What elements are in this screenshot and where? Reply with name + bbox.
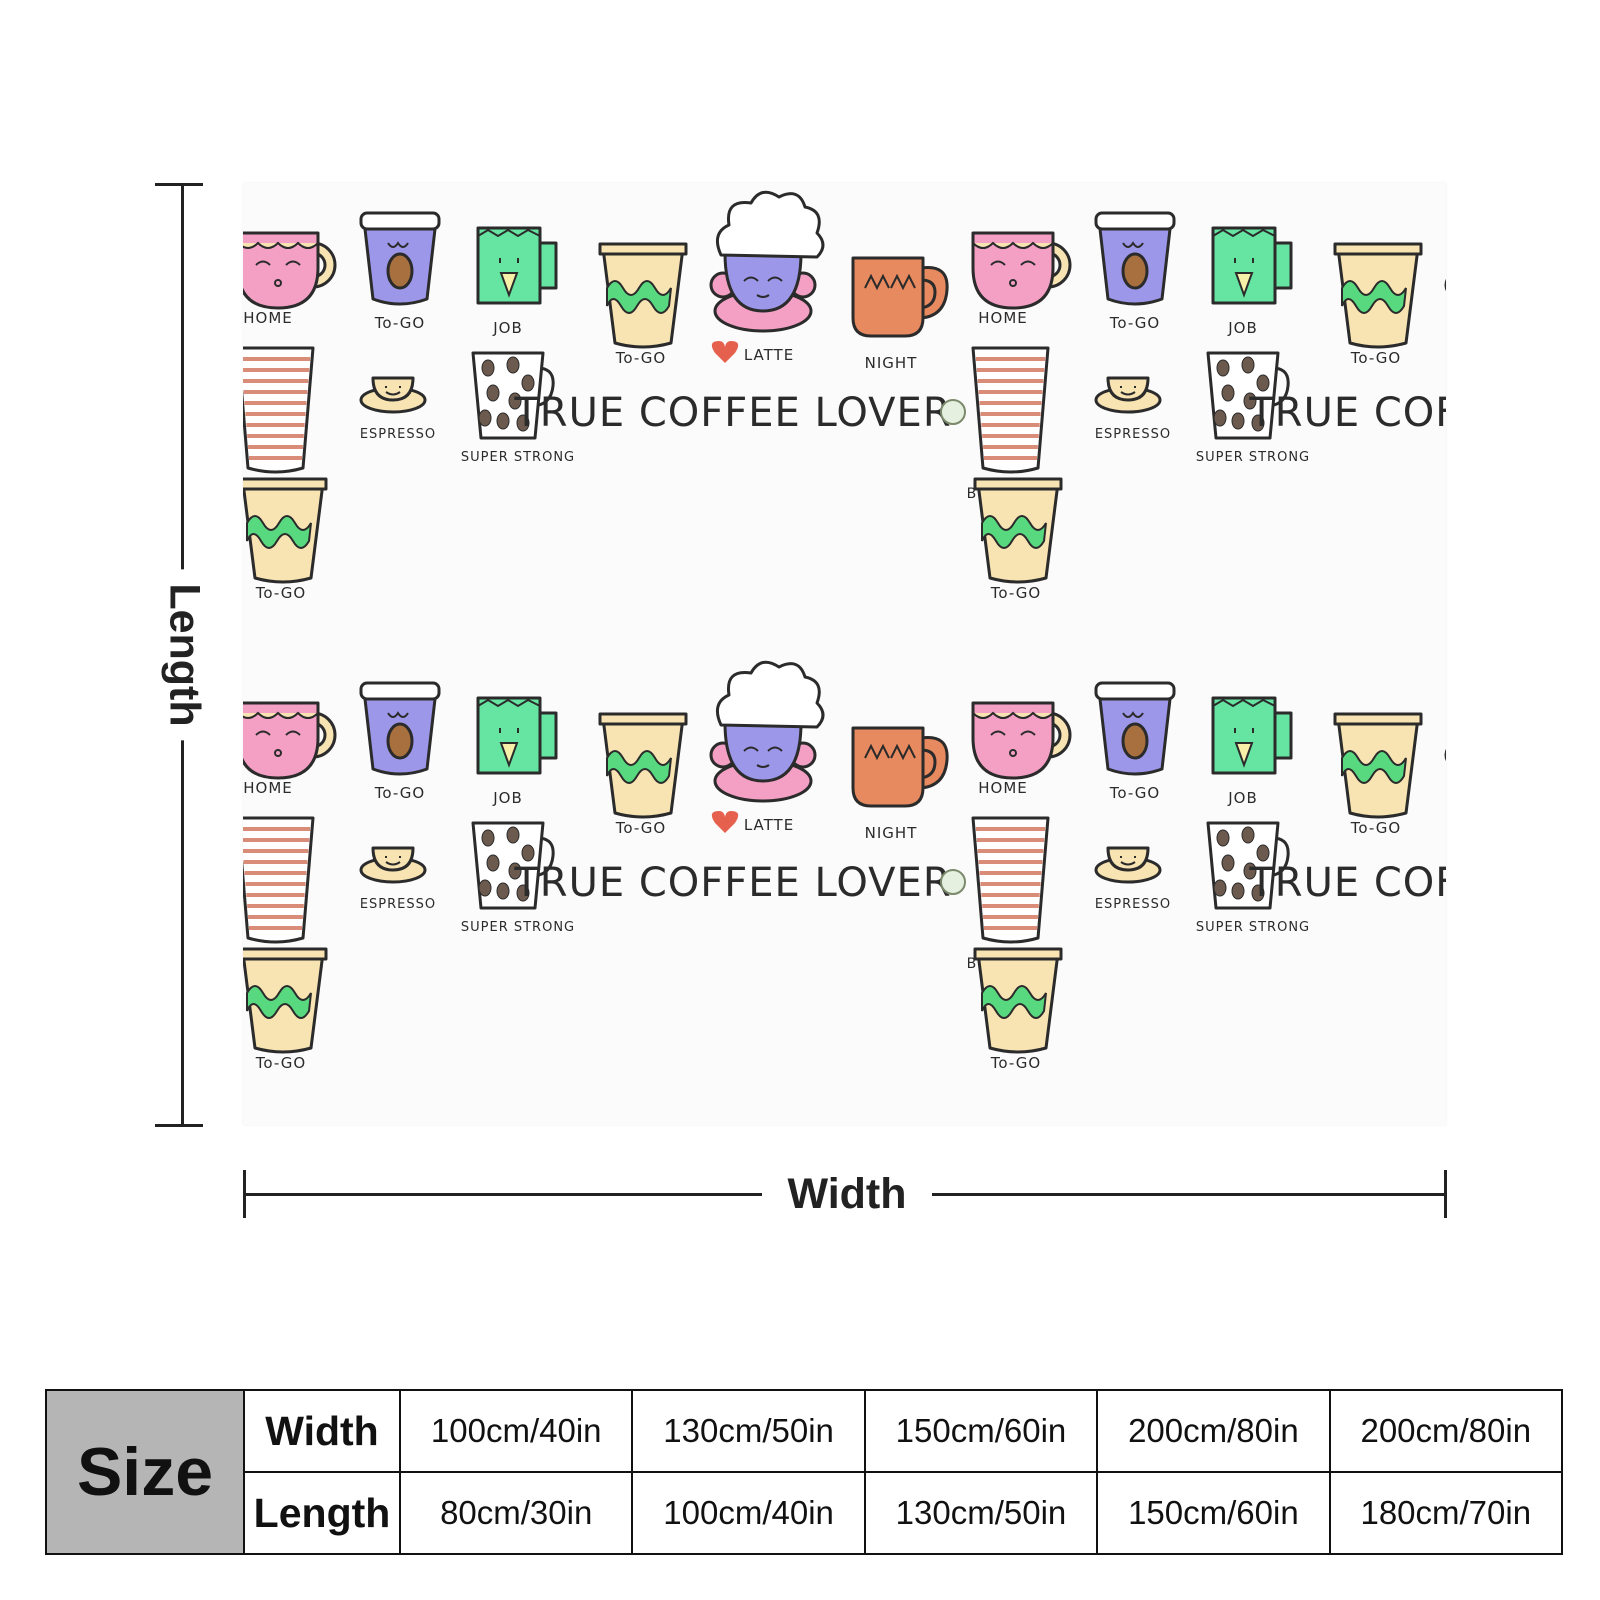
label-superstrong: SUPER STRONG [1196, 450, 1310, 465]
length-cell: 130cm/50in [863, 1471, 1099, 1555]
width-cell: 200cm/80in [1096, 1389, 1331, 1473]
width-row: Size Width 100cm/40in 130cm/50in 150cm/6… [45, 1389, 1564, 1555]
label-superstrong: SUPER STRONG [461, 450, 575, 465]
label-home: HOME [978, 779, 1028, 797]
label-togo: To-GO [1109, 314, 1160, 332]
length-row: Length 80cm/30in 100cm/40in 130cm/50in 1… [46, 1471, 1564, 1555]
label-job: JOB [1227, 319, 1258, 337]
label-night: NIGHT [865, 824, 918, 842]
length-bottom-tick [155, 1124, 203, 1127]
label-home: HOME [978, 309, 1028, 327]
label-espresso: ESPRESSO [360, 427, 436, 442]
size-header: Size [45, 1389, 245, 1555]
pattern-tile: HOMETo-GOJOBTo-GOLATTENIGHTBREAK-TIMEESP… [243, 190, 966, 502]
label-togo: To-GO [615, 349, 666, 367]
label-togo: To-GO [990, 584, 1041, 602]
width-cell: 100cm/40in [398, 1389, 634, 1473]
label-latte: LATTE [744, 346, 794, 364]
pattern-tile: HOMETo-GOJOBTo-GOLATTENIGHTBREAK-TIMEESP… [967, 211, 1446, 502]
length-cell: 180cm/70in [1328, 1471, 1564, 1555]
width-cell: 150cm/60in [863, 1389, 1099, 1473]
label-title: TRUE COFFEE LOVER [1248, 390, 1446, 436]
size-table: Size Width 100cm/40in 130cm/50in 150cm/6… [45, 1389, 1564, 1555]
label-night: NIGHT [865, 354, 918, 372]
label-title: TRUE COFFEE LOVER [513, 390, 951, 436]
label-togo: To-GO [1350, 349, 1401, 367]
label-job: JOB [492, 789, 523, 807]
length-row-label: Length [243, 1471, 401, 1555]
label-home: HOME [243, 309, 293, 327]
label-togo: To-GO [1350, 819, 1401, 837]
width-label: Width [762, 1170, 932, 1219]
label-togo: To-GO [1109, 784, 1160, 802]
width-cell: 200cm/80in [1328, 1389, 1564, 1473]
label-espresso: ESPRESSO [360, 897, 436, 912]
length-cell: 150cm/60in [1096, 1471, 1331, 1555]
pattern-tile: HOMETo-GOJOBTo-GOLATTENIGHTBREAK-TIMEESP… [243, 660, 966, 972]
pattern-tile-offset: To-GO [243, 477, 328, 602]
blanket-pattern-image: HOMETo-GOJOBTo-GOLATTENIGHTBREAK-TIMEESP… [243, 183, 1446, 1125]
width-cell: 130cm/50in [631, 1389, 866, 1473]
label-espresso: ESPRESSO [1095, 897, 1171, 912]
label-togo: To-GO [990, 1054, 1041, 1072]
length-cell: 100cm/40in [631, 1471, 866, 1555]
pattern-tile-offset: To-GO [243, 947, 328, 1072]
label-togo: To-GO [374, 784, 425, 802]
label-job: JOB [492, 319, 523, 337]
label-title: TRUE COFFEE LOVER [513, 860, 951, 906]
label-togo: To-GO [255, 1054, 306, 1072]
label-togo: To-GO [374, 314, 425, 332]
label-title: TRUE COFFEE LOVER [1248, 860, 1446, 906]
length-cell: 80cm/30in [398, 1471, 634, 1555]
pattern-tile-offset: To-GO [973, 477, 1063, 602]
pattern-tile: HOMETo-GOJOBTo-GOLATTENIGHTBREAK-TIMEESP… [967, 681, 1446, 972]
coffee-pattern: HOMETo-GOJOBTo-GOLATTENIGHTBREAK-TIMEESP… [243, 190, 1446, 1072]
label-togo: To-GO [615, 819, 666, 837]
label-home: HOME [243, 779, 293, 797]
label-latte: LATTE [744, 816, 794, 834]
length-label: Length [159, 569, 209, 741]
pattern-tile-offset: To-GO [973, 947, 1063, 1072]
label-espresso: ESPRESSO [1095, 427, 1171, 442]
label-superstrong: SUPER STRONG [461, 920, 575, 935]
label-job: JOB [1227, 789, 1258, 807]
label-superstrong: SUPER STRONG [1196, 920, 1310, 935]
label-togo: To-GO [255, 584, 306, 602]
width-row-label: Width [243, 1389, 401, 1473]
length-top-tick [155, 183, 203, 186]
